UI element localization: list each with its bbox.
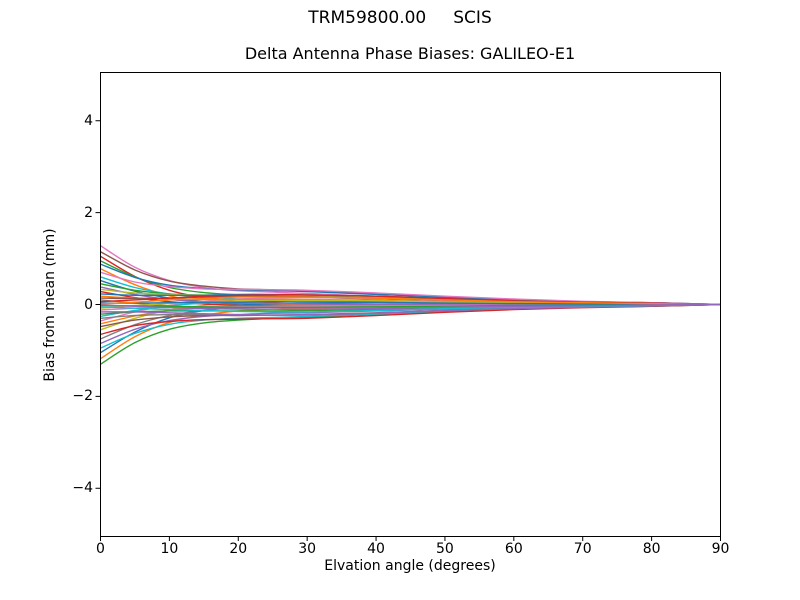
x-tick-label: 40 [367,541,385,557]
series-line-40 [100,303,721,310]
x-tick-label: 80 [642,541,661,557]
y-tick-label: 4 [84,112,93,129]
x-tick-label: 90 [711,541,730,557]
series-line-13 [100,271,721,306]
x-tick-label: 60 [504,541,523,557]
y-tick-label: 0 [84,296,93,313]
axes-box [100,72,721,537]
series-line-30 [100,303,721,316]
x-tick-label: 70 [573,541,592,557]
x-tick-label: 30 [298,541,317,557]
x-tick-label: 0 [96,541,105,557]
x-axis-label: Elvation angle (degrees) [324,558,496,574]
x-tick-label: 20 [229,541,248,557]
y-tick-label: 2 [84,204,93,221]
x-tick-label: 50 [436,541,454,557]
axes-title: Delta Antenna Phase Biases: GALILEO-E1 [244,44,576,63]
series-line-39 [100,296,721,306]
axis-ticks [95,120,721,541]
data-series [100,245,721,365]
series-line-37 [100,301,721,306]
y-tick-label: −2 [72,388,93,405]
figure-suptitle: TRM59800.00 SCIS [308,8,492,28]
y-axis-label: Bias from mean (mm) [42,228,58,382]
y-tick-label: −4 [72,480,93,497]
x-tick-label: 10 [160,541,179,557]
